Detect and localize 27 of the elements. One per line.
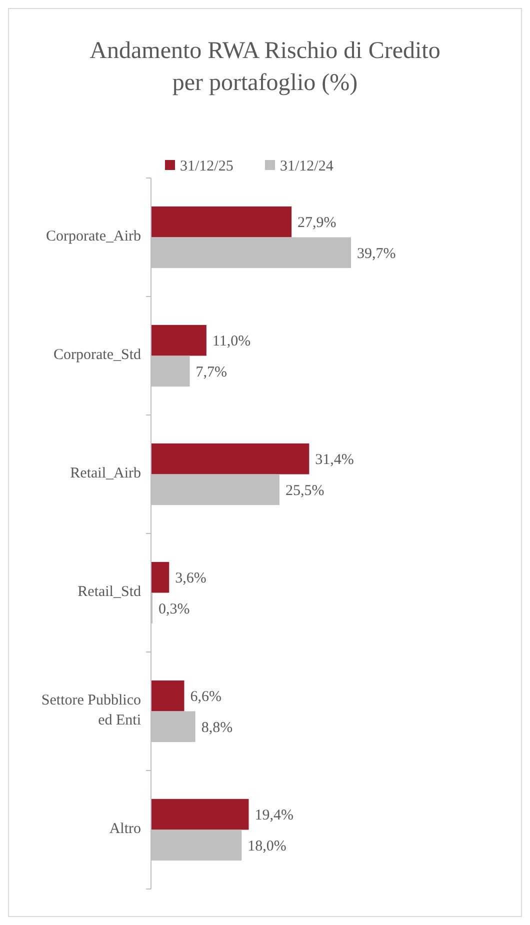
bar [151, 443, 310, 474]
data-label: 7,7% [196, 364, 228, 380]
y-tick-label: Settore Pubblico ed Enti [41, 692, 141, 729]
bar [151, 562, 170, 593]
data-label: 0,3% [158, 601, 190, 618]
bar [151, 324, 206, 356]
data-label: 39,7% [357, 246, 396, 262]
y-tick-label: Corporate_Std [54, 347, 142, 364]
data-label: 6,6% [190, 689, 222, 706]
y-tick-label: Retail_Airb [70, 466, 141, 482]
data-label: 19,4% [254, 808, 294, 824]
data-label: 31,4% [315, 452, 354, 468]
y-tick-label: Retail_Std [78, 584, 142, 600]
bar [151, 798, 249, 830]
data-label: 25,5% [285, 482, 324, 499]
data-label: 3,6% [175, 570, 206, 587]
data-label: 11,0% [212, 334, 251, 350]
bar [151, 206, 292, 238]
legend-label: 31/12/25 [180, 158, 234, 174]
data-label: 8,8% [201, 720, 233, 736]
legend-label: 31/12/24 [280, 158, 334, 174]
data-label: 27,9% [298, 215, 336, 232]
bar [151, 680, 184, 712]
y-tick-label: Corporate_Airb [46, 228, 141, 245]
chart-title: Andamento RWA Rischio di Credito per portafoglio (%) [90, 38, 440, 96]
data-label: 18,0% [248, 838, 286, 854]
y-tick-label: Altro [109, 821, 141, 838]
